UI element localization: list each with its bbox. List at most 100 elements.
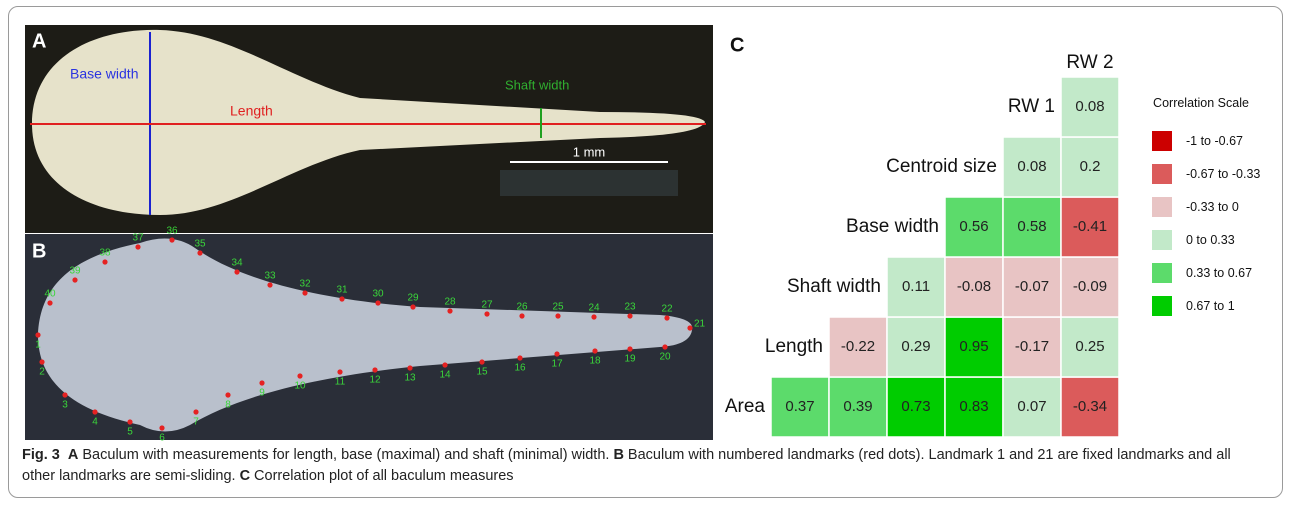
- landmark-label: 31: [336, 285, 348, 296]
- baculum-a: [32, 29, 705, 215]
- column-label: RW 2: [1066, 52, 1113, 73]
- landmark-label: 2: [39, 367, 45, 378]
- landmark-dot: [627, 313, 633, 319]
- legend-label: -0.67 to -0.33: [1186, 166, 1261, 181]
- cell-value: 0.29: [901, 338, 930, 355]
- legend-label: -1 to -0.67: [1186, 133, 1243, 148]
- row-label: Centroid size: [886, 156, 997, 177]
- matrix-cell: [770, 376, 830, 438]
- caption-key: C: [239, 468, 251, 484]
- landmark-dot: [410, 304, 416, 310]
- landmark-label: 7: [193, 417, 199, 428]
- cell-value: 0.83: [959, 398, 988, 415]
- landmark-dot: [484, 311, 490, 317]
- scale-label: 1 mm: [573, 144, 606, 159]
- landmark-label: 13: [404, 373, 416, 384]
- cell-value: -0.34: [1073, 398, 1107, 415]
- figure-frame: [8, 6, 1283, 498]
- landmark-label: 21: [694, 319, 706, 330]
- cell-value: -0.07: [1015, 278, 1049, 295]
- row-label: RW 1: [1008, 96, 1055, 117]
- caption: Fig. 3 A Baculum with measurements for le…: [22, 445, 1262, 487]
- legend-item: -1 to -0.67: [1146, 124, 1286, 157]
- landmark-label: 10: [294, 381, 306, 392]
- landmark-dot: [62, 392, 68, 398]
- landmark-label: 4: [92, 417, 98, 428]
- landmark-label: 6: [159, 433, 165, 444]
- matrix-cell: [886, 256, 946, 318]
- caption-text: Baculum with measurements for length, ba…: [82, 447, 610, 463]
- landmark-dot: [197, 250, 203, 256]
- landmark-dot: [591, 314, 597, 320]
- cell-value: 0.25: [1075, 338, 1104, 355]
- landmark-dot: [687, 325, 693, 331]
- legend-item: -0.67 to -0.33: [1146, 157, 1286, 190]
- landmark-dot: [372, 367, 378, 373]
- legend-swatch: [1152, 229, 1172, 250]
- landmark-dot: [519, 313, 525, 319]
- landmark-label: 22: [661, 304, 673, 315]
- landmark-label: 18: [589, 356, 601, 367]
- matrix-cell: [1060, 136, 1120, 198]
- cell-value: 0.07: [1017, 398, 1046, 415]
- landmark-dot: [102, 259, 108, 265]
- row-label: Length: [765, 336, 823, 357]
- landmark-dot: [627, 346, 633, 352]
- landmark-label: 38: [99, 248, 111, 259]
- landmark-dot: [407, 365, 413, 371]
- landmark-dot: [92, 409, 98, 415]
- landmark-label: 36: [166, 226, 178, 237]
- landmark-label: 17: [551, 359, 563, 370]
- landmark-dot: [259, 380, 265, 386]
- panel-label: C: [730, 34, 744, 56]
- landmark-label: 27: [481, 300, 493, 311]
- matrix-cell: [886, 316, 946, 378]
- caption-text: Baculum with numbered landmarks (red dot…: [22, 447, 1231, 484]
- row-label: Area: [725, 396, 766, 417]
- matrix-cell: [886, 376, 946, 438]
- legend-swatch: [1152, 163, 1172, 184]
- shaft-width-label: Shaft width: [505, 77, 569, 92]
- landmark-dot: [135, 244, 141, 250]
- legend: Correlation Scale -1 to -0.67 -0.67 to -0…: [1146, 95, 1286, 322]
- landmark-dot: [234, 269, 240, 275]
- landmark-dot: [35, 332, 41, 338]
- landmark-label: 23: [624, 302, 636, 313]
- cell-value: 0.56: [959, 218, 988, 235]
- caption-key: B: [613, 447, 624, 463]
- legend-item: 0 to 0.33: [1146, 223, 1286, 256]
- landmark-dot: [592, 348, 598, 354]
- landmark-label: 15: [476, 367, 488, 378]
- panel-label: A: [32, 30, 46, 52]
- cell-value: -0.41: [1073, 218, 1107, 235]
- landmark-label: 9: [259, 388, 265, 399]
- cell-value: 0.73: [901, 398, 930, 415]
- matrix-cell: [1060, 316, 1120, 378]
- landmark-label: 3: [62, 400, 68, 411]
- cell-value: -0.22: [841, 338, 875, 355]
- landmark-dot: [479, 359, 485, 365]
- matrix-cell: [1002, 376, 1062, 438]
- landmark-label: 34: [231, 258, 243, 269]
- matrix-cell: [1060, 196, 1120, 258]
- row-label: Base width: [846, 216, 939, 237]
- landmark-label: 5: [127, 427, 133, 438]
- landmark-dot: [302, 290, 308, 296]
- landmark-dot: [267, 282, 273, 288]
- landmark-label: 28: [444, 297, 456, 308]
- cell-value: 0.58: [1017, 218, 1046, 235]
- landmark-label: 1: [35, 340, 41, 351]
- landmark-dot: [72, 277, 78, 283]
- cell-value: 0.37: [785, 398, 814, 415]
- landmark-label: 40: [44, 289, 56, 300]
- landmark-dot: [337, 369, 343, 375]
- matrix-cell: [828, 316, 888, 378]
- caption-part: B Baculum with numbered landmarks (red do…: [22, 447, 1231, 484]
- legend-item: -0.33 to 0: [1146, 190, 1286, 223]
- legend-swatch: [1152, 130, 1172, 151]
- caption-key: A: [67, 447, 79, 463]
- legend-swatch: [1152, 295, 1172, 316]
- scale-box: [500, 170, 678, 196]
- landmark-dot: [339, 296, 345, 302]
